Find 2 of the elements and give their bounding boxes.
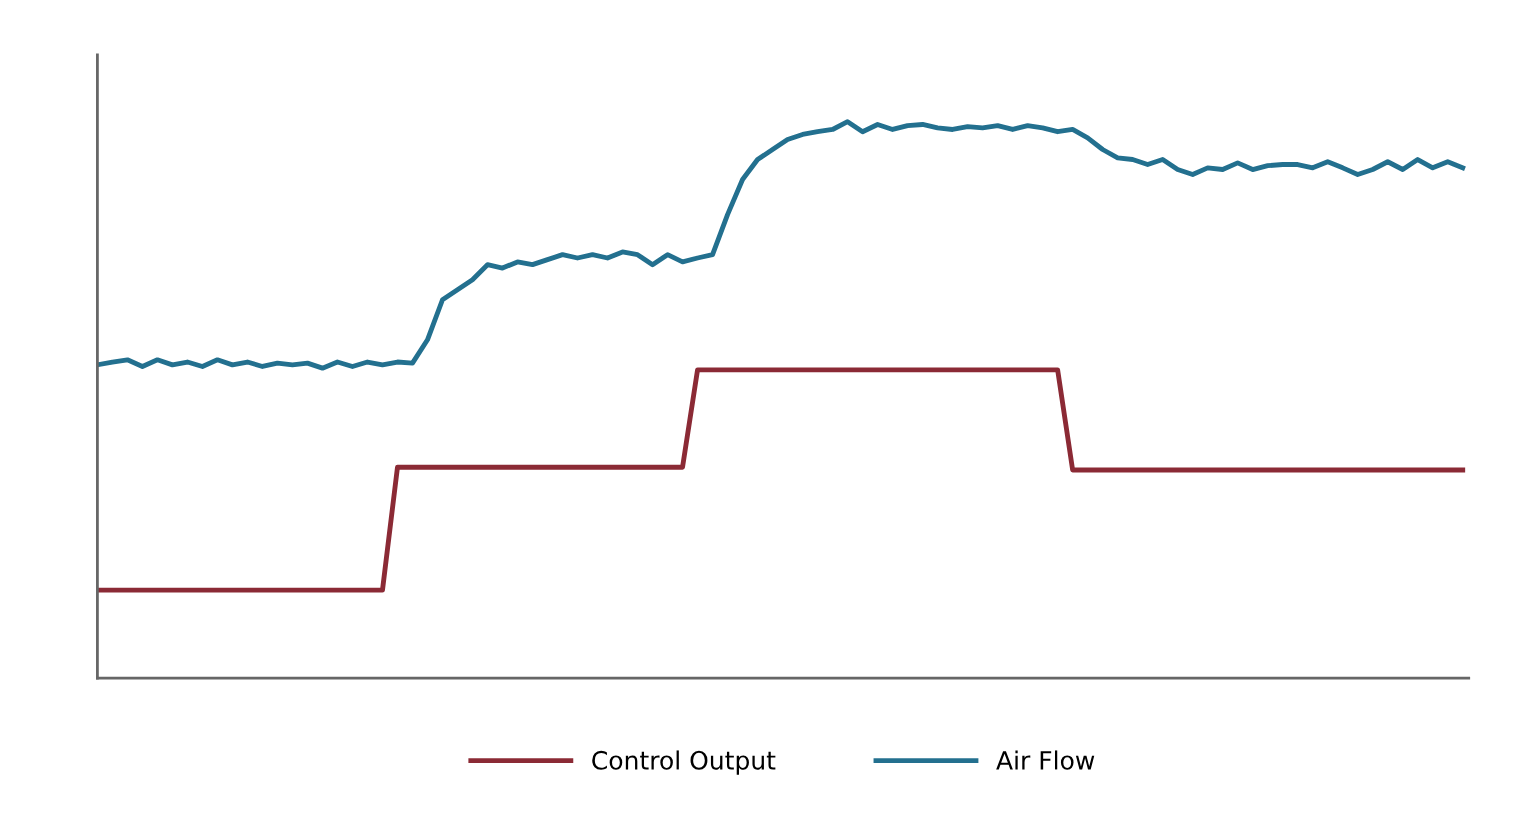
legend-label: Control Output — [592, 750, 776, 775]
legend-label: Air Flow — [996, 750, 1095, 770]
